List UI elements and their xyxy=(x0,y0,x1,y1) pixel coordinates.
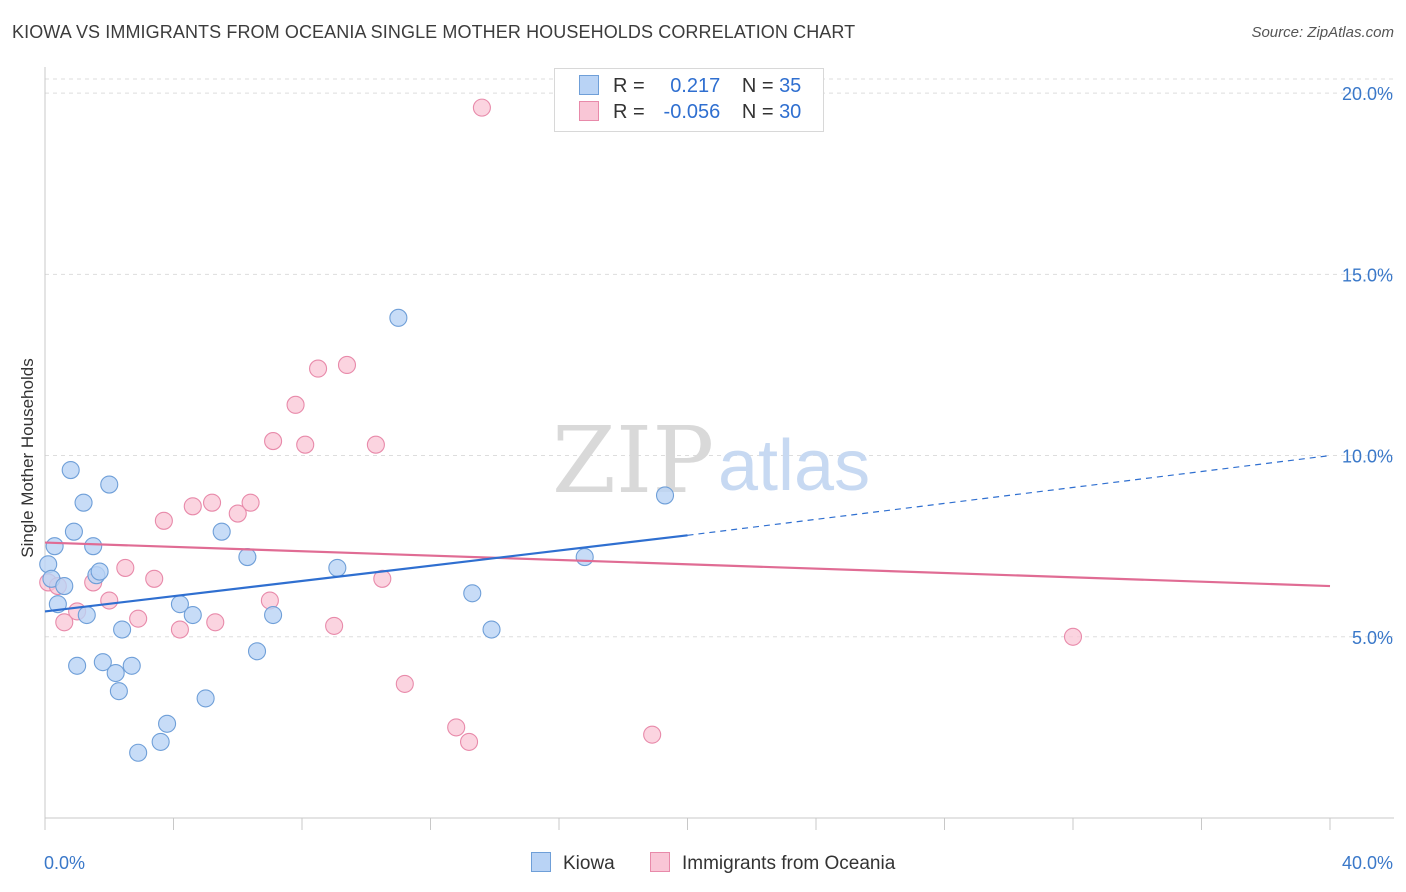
bottom-legend-oceania-label: Immigrants from Oceania xyxy=(682,853,896,874)
oceania-point xyxy=(309,359,328,378)
source-label: Source: ZipAtlas.com xyxy=(1251,24,1394,41)
kiowa-point xyxy=(64,522,83,541)
bottom-legend-swatch-oceania xyxy=(650,852,670,872)
oceania-point xyxy=(203,493,222,512)
kiowa-point xyxy=(151,732,170,751)
oceania-point xyxy=(241,493,260,512)
legend-box: R = 0.217 N = 35 R = -0.056 N = 30 xyxy=(554,68,824,132)
oceania-point xyxy=(129,609,148,628)
oceania-point xyxy=(228,504,247,523)
kiowa-point xyxy=(74,493,93,512)
oceania-point xyxy=(1063,627,1083,646)
bottom-legend-kiowa-label: Kiowa xyxy=(563,853,615,874)
kiowa-point xyxy=(212,522,231,541)
kiowa-point xyxy=(77,605,96,625)
y-tick-label: 10.0% xyxy=(1342,447,1393,467)
legend-n-label: N = xyxy=(741,101,774,123)
legend-kiowa-r: 0.217 xyxy=(670,75,721,97)
legend-r-label: R = xyxy=(613,101,645,123)
kiowa-point xyxy=(575,547,594,567)
bottom-legend-oceania: Immigrants from Oceania xyxy=(650,852,895,875)
kiowa-point xyxy=(84,537,103,556)
kiowa-point xyxy=(196,689,215,708)
kiowa-point xyxy=(655,486,675,505)
oceania-point xyxy=(337,355,357,375)
legend-r-label: R = xyxy=(613,75,645,97)
kiowa-point xyxy=(100,475,119,494)
trend-layer xyxy=(44,454,1331,613)
watermark-zip: ZIP xyxy=(552,407,714,514)
kiowa-point xyxy=(106,663,125,683)
kiowa-point xyxy=(264,605,283,625)
legend-swatch-oceania xyxy=(579,101,599,121)
oceania-point xyxy=(286,395,305,414)
kiowa-point xyxy=(238,547,257,567)
y-tick-label: 5.0% xyxy=(1352,628,1393,648)
chart-title: KIOWA VS IMMIGRANTS FROM OCEANIA SINGLE … xyxy=(12,22,856,42)
y-tick-label: 15.0% xyxy=(1342,265,1393,285)
legend-row-kiowa: R = 0.217 N = 35 xyxy=(579,75,801,99)
oceania-point xyxy=(472,98,491,117)
oceania-point xyxy=(643,725,662,744)
kiowa-trend-extension xyxy=(687,454,1331,536)
legend-n-label: N = xyxy=(741,75,774,97)
oceania-point xyxy=(325,616,344,635)
oceania-point xyxy=(100,591,119,610)
watermark: ZIP atlas xyxy=(552,407,870,514)
kiowa-point xyxy=(122,656,141,675)
kiowa-trend-line xyxy=(44,534,688,613)
oceania-point xyxy=(447,718,466,737)
bottom-legend-kiowa: Kiowa xyxy=(531,852,615,875)
oceania-point xyxy=(183,497,202,516)
kiowa-point xyxy=(129,743,148,762)
oceania-point xyxy=(373,569,392,588)
legend-kiowa-n: 35 xyxy=(779,75,802,97)
legend-swatch-kiowa xyxy=(579,75,599,95)
kiowa-point xyxy=(90,562,109,581)
tick-labels: 5.0% 10.0% 15.0% 20.0% 0.0% 40.0% xyxy=(44,84,1393,873)
oceania-point xyxy=(154,511,173,530)
kiowa-point xyxy=(183,605,202,625)
x-tick-label-max: 40.0% xyxy=(1342,853,1393,873)
kiowa-point xyxy=(463,584,482,603)
oceania-point xyxy=(55,613,74,632)
kiowa-point xyxy=(389,308,408,327)
bottom-legend-swatch-kiowa xyxy=(531,852,551,872)
kiowa-point xyxy=(247,642,267,661)
oceania-trend-line xyxy=(44,541,1331,588)
oceania-point xyxy=(170,620,189,639)
oceania-point xyxy=(296,435,315,454)
x-tick-label-min: 0.0% xyxy=(44,853,85,873)
kiowa-point xyxy=(93,653,112,672)
legend-oceania-r: -0.056 xyxy=(663,101,721,123)
kiowa-point xyxy=(482,620,501,639)
kiowa-point xyxy=(113,620,132,639)
kiowa-point xyxy=(55,576,74,596)
watermark-atlas: atlas xyxy=(718,426,870,506)
oceania-point xyxy=(264,432,283,451)
kiowa-points xyxy=(39,308,675,762)
kiowa-point xyxy=(61,461,80,480)
legend-oceania-n: 30 xyxy=(779,101,802,123)
kiowa-point xyxy=(68,656,87,675)
axes-layer xyxy=(44,67,1394,830)
oceania-point xyxy=(145,569,164,588)
kiowa-point xyxy=(328,558,347,577)
y-tick-label: 20.0% xyxy=(1342,84,1393,104)
oceania-point xyxy=(206,613,225,632)
kiowa-point xyxy=(158,714,177,733)
oceania-point xyxy=(366,435,385,454)
oceania-point xyxy=(395,674,414,693)
oceania-point xyxy=(116,558,135,577)
kiowa-point xyxy=(109,682,128,701)
kiowa-point xyxy=(45,537,64,556)
legend-row-oceania: R = -0.056 N = 30 xyxy=(579,101,801,125)
oceania-point xyxy=(459,732,479,751)
